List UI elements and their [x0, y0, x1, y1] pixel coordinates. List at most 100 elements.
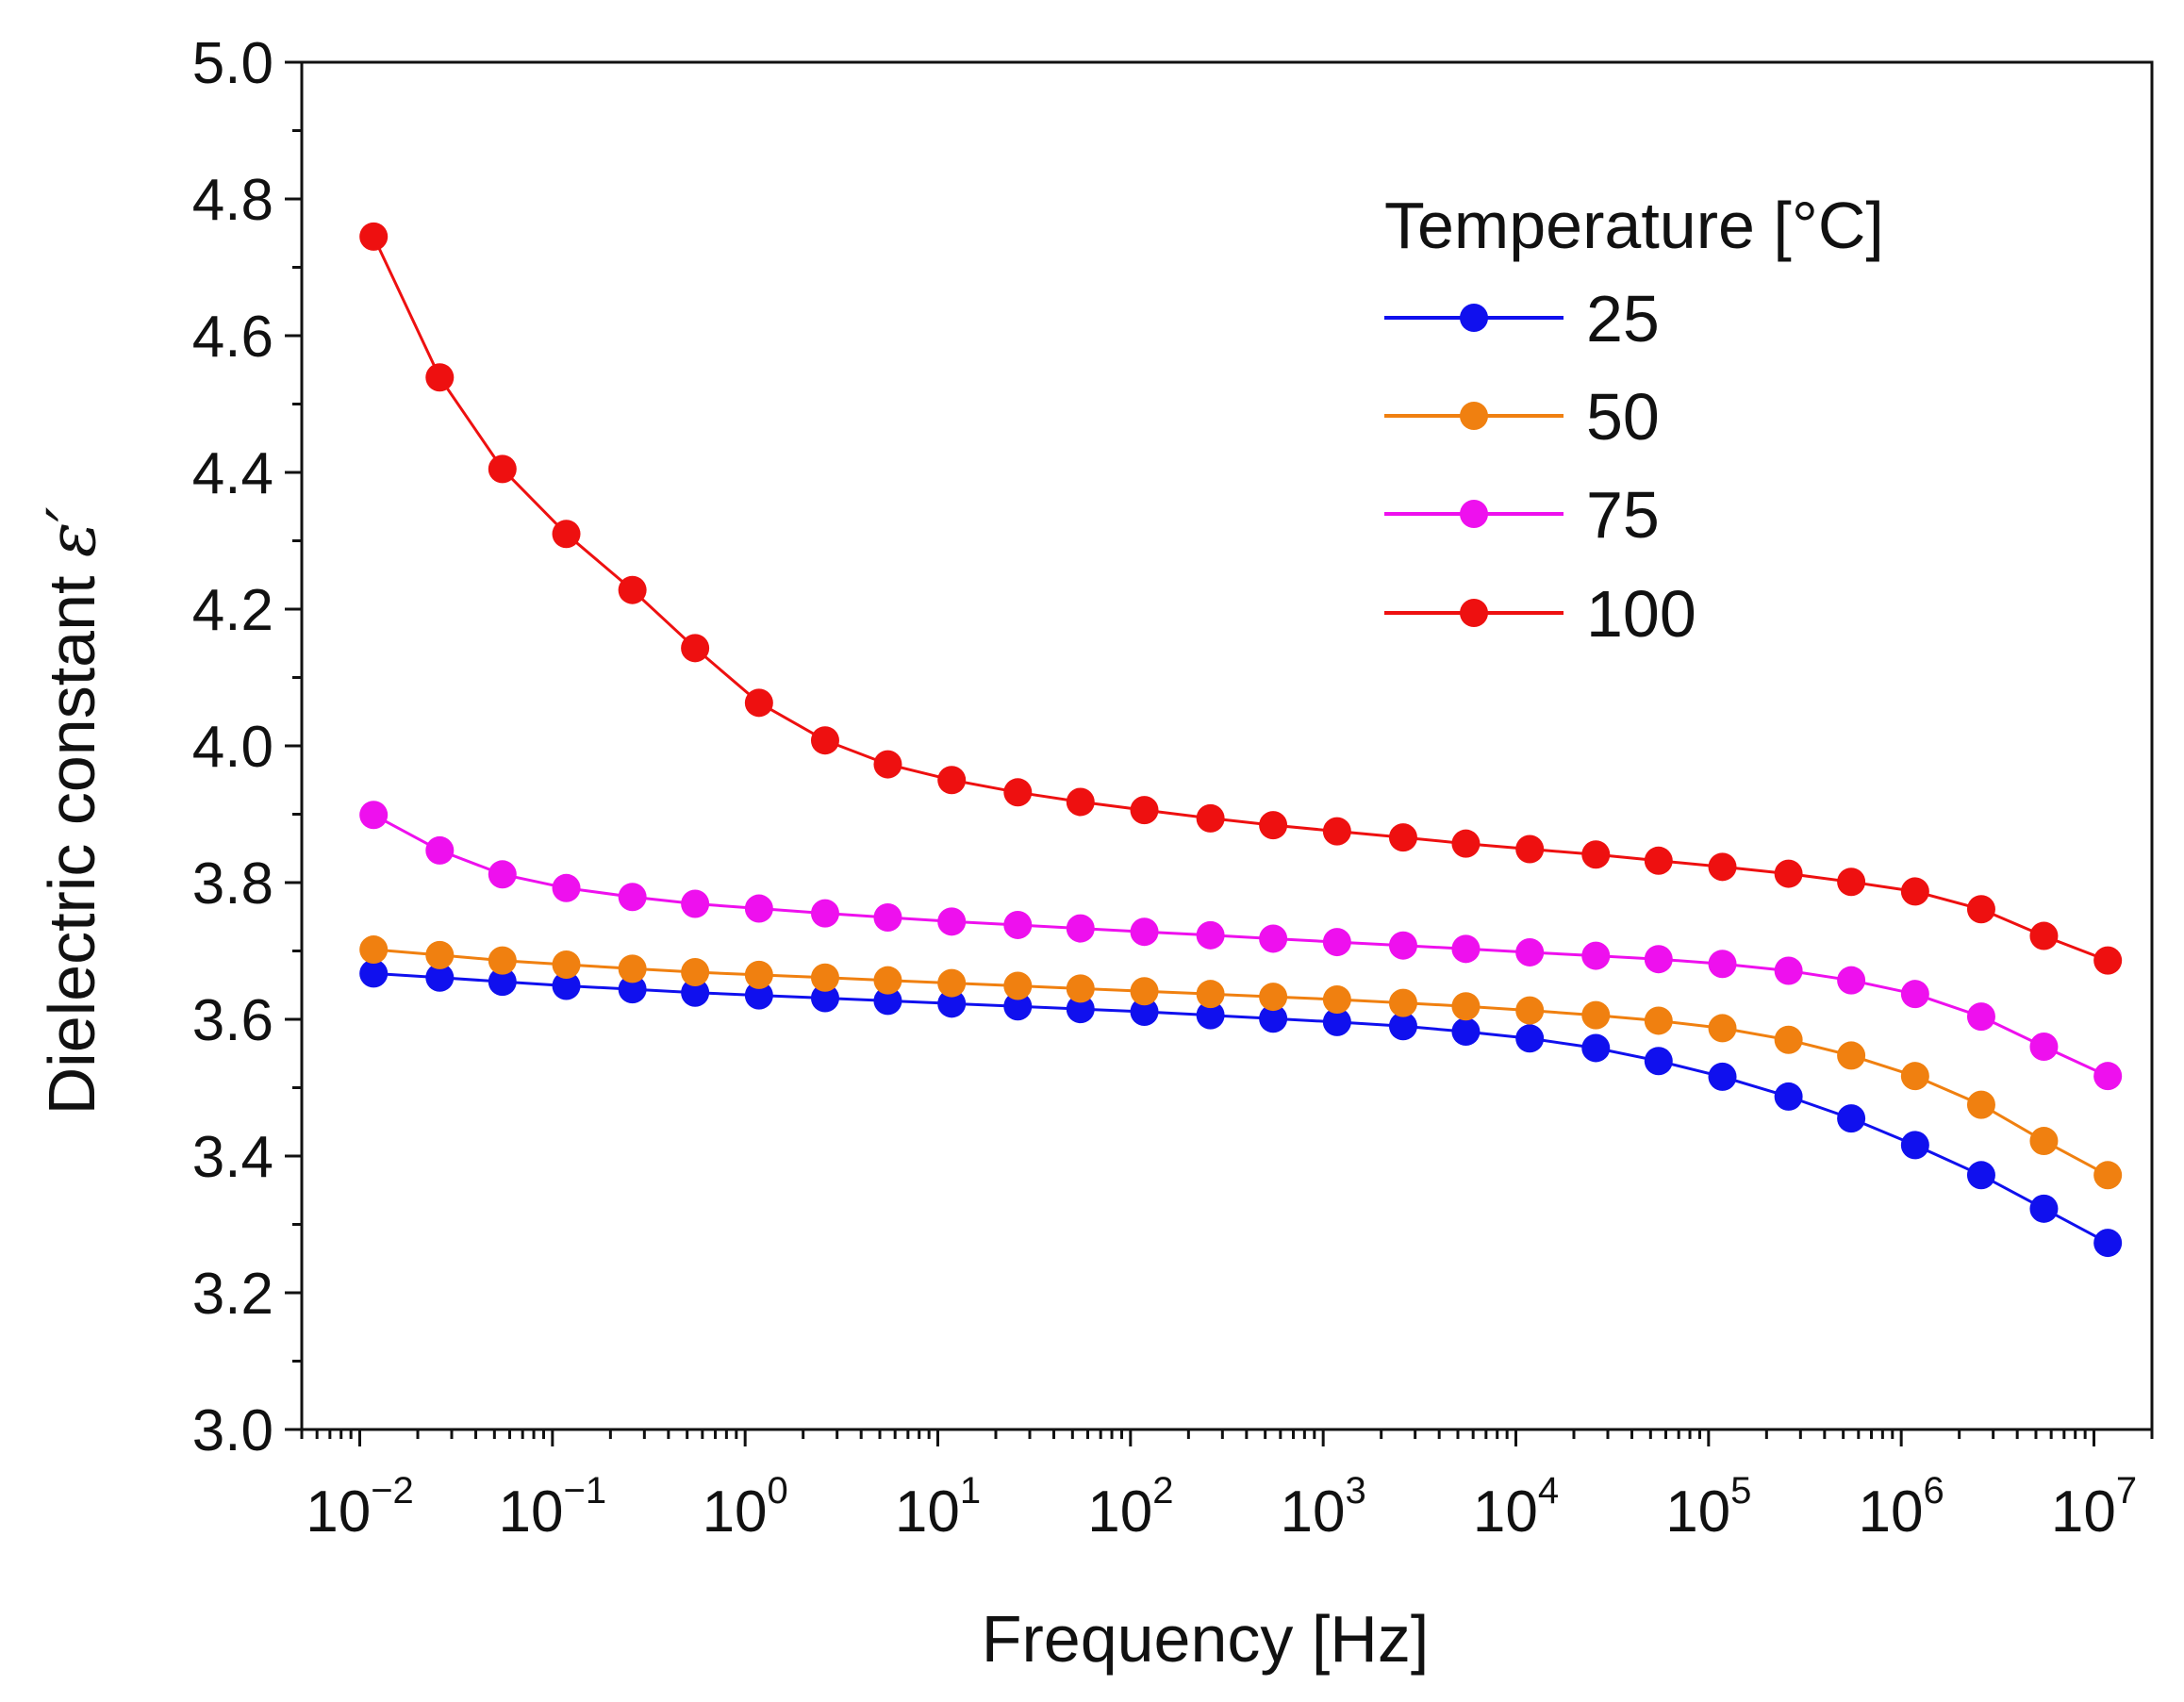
- legend-item-50: 50: [1384, 380, 1660, 454]
- data-point-100: [2029, 921, 2059, 950]
- data-point-100: [618, 575, 647, 604]
- data-point-75: [1515, 937, 1545, 967]
- x-tick-label: 102: [1087, 1470, 1173, 1545]
- data-point-25: [2029, 1194, 2059, 1223]
- data-point-50: [810, 963, 839, 992]
- data-point-25: [1837, 1104, 1866, 1133]
- data-point-75: [1451, 934, 1481, 964]
- data-point-75: [810, 899, 839, 928]
- data-point-50: [1259, 983, 1288, 1012]
- legend-marker: [1460, 402, 1488, 430]
- axes-layer: 3.03.23.43.63.84.04.24.44.64.85.010−2 10−…: [192, 31, 2154, 1545]
- data-point-50: [1388, 988, 1417, 1017]
- data-point-50: [2029, 1127, 2059, 1156]
- y-tick-label: 4.2: [192, 578, 273, 643]
- data-point-75: [937, 907, 967, 936]
- data-point-75: [2029, 1033, 2059, 1061]
- x-tick-label: 104: [1473, 1470, 1559, 1545]
- legend-item-100: 100: [1384, 577, 1696, 651]
- legend-item-75: 75: [1384, 478, 1660, 552]
- data-point-50: [552, 950, 581, 979]
- x-tick-exponent: 5: [1730, 1470, 1751, 1512]
- data-point-75: [1581, 941, 1611, 970]
- legend-title: Temperature [°C]: [1384, 189, 1884, 262]
- x-tick-exponent: 3: [1346, 1470, 1366, 1512]
- x-tick-exponent: 2: [1152, 1470, 1173, 1512]
- data-point-25: [1066, 995, 1095, 1024]
- data-point-25: [937, 989, 967, 1018]
- data-point-50: [1837, 1041, 1866, 1070]
- legend-label: 75: [1586, 478, 1660, 552]
- x-tick-base: 10: [895, 1479, 960, 1545]
- data-point-100: [1322, 817, 1351, 846]
- data-point-100: [488, 454, 517, 484]
- data-point-100: [1196, 803, 1225, 833]
- data-point-100: [425, 363, 455, 392]
- data-point-75: [425, 835, 455, 865]
- data-point-100: [1451, 829, 1481, 858]
- legend: Temperature [°C] 25 50 75 100: [1384, 189, 1884, 651]
- data-point-75: [1066, 914, 1095, 943]
- series-25: [359, 959, 2123, 1258]
- x-tick-base: 10: [1473, 1479, 1538, 1545]
- data-point-75: [488, 860, 517, 889]
- x-tick-exponent: 0: [768, 1470, 788, 1512]
- data-point-75: [1644, 945, 1673, 974]
- data-point-50: [1066, 974, 1095, 1003]
- data-point-50: [1774, 1025, 1803, 1054]
- x-tick-base: 10: [306, 1479, 371, 1545]
- data-point-50: [488, 946, 517, 975]
- data-point-100: [2093, 946, 2123, 975]
- data-point-50: [1966, 1090, 1995, 1119]
- legend-label: 50: [1586, 380, 1660, 454]
- data-point-100: [359, 222, 389, 251]
- data-point-50: [1515, 996, 1545, 1025]
- x-tick-base: 10: [1087, 1479, 1152, 1545]
- data-point-100: [552, 520, 581, 549]
- data-point-50: [1644, 1006, 1673, 1035]
- data-point-25: [873, 986, 902, 1016]
- data-point-50: [618, 954, 647, 983]
- data-point-100: [1966, 895, 1995, 924]
- data-point-50: [1581, 1000, 1611, 1030]
- data-point-25: [1003, 992, 1033, 1021]
- data-point-50: [1196, 980, 1225, 1009]
- legend-label: 100: [1586, 577, 1696, 651]
- data-point-100: [937, 766, 967, 795]
- x-tick-base: 10: [499, 1479, 564, 1545]
- data-point-50: [1900, 1062, 1929, 1091]
- series-line-50: [373, 948, 2109, 1177]
- data-point-25: [1708, 1062, 1737, 1091]
- y-tick-label: 4.0: [192, 715, 273, 780]
- data-point-100: [1774, 859, 1803, 888]
- data-point-50: [425, 940, 455, 969]
- data-point-50: [2093, 1161, 2123, 1190]
- y-tick-label: 4.8: [192, 168, 273, 233]
- data-point-25: [1322, 1007, 1351, 1036]
- data-point-75: [1130, 917, 1159, 947]
- x-tick-base: 10: [1665, 1479, 1730, 1545]
- data-point-100: [744, 688, 773, 718]
- legend-marker: [1460, 500, 1488, 528]
- data-point-100: [681, 634, 710, 663]
- data-point-75: [1966, 1002, 1995, 1032]
- data-point-75: [744, 894, 773, 923]
- data-point-25: [359, 959, 389, 988]
- data-point-75: [1196, 920, 1225, 950]
- data-point-75: [1322, 928, 1351, 957]
- x-tick-base: 10: [1281, 1479, 1346, 1545]
- x-tick-exponent: 6: [1924, 1470, 1944, 1512]
- x-tick-exponent: −2: [371, 1470, 414, 1512]
- y-tick-label: 3.4: [192, 1125, 273, 1190]
- x-tick-exponent: 1: [960, 1470, 981, 1512]
- data-point-100: [1066, 787, 1095, 817]
- data-point-25: [810, 983, 839, 1013]
- y-tick-label: 5.0: [192, 31, 273, 96]
- data-point-100: [873, 750, 902, 779]
- x-tick-label: 107: [2051, 1470, 2137, 1545]
- data-point-25: [425, 963, 455, 992]
- legend-marker: [1460, 304, 1488, 332]
- data-point-75: [1774, 956, 1803, 985]
- data-point-50: [1322, 984, 1351, 1014]
